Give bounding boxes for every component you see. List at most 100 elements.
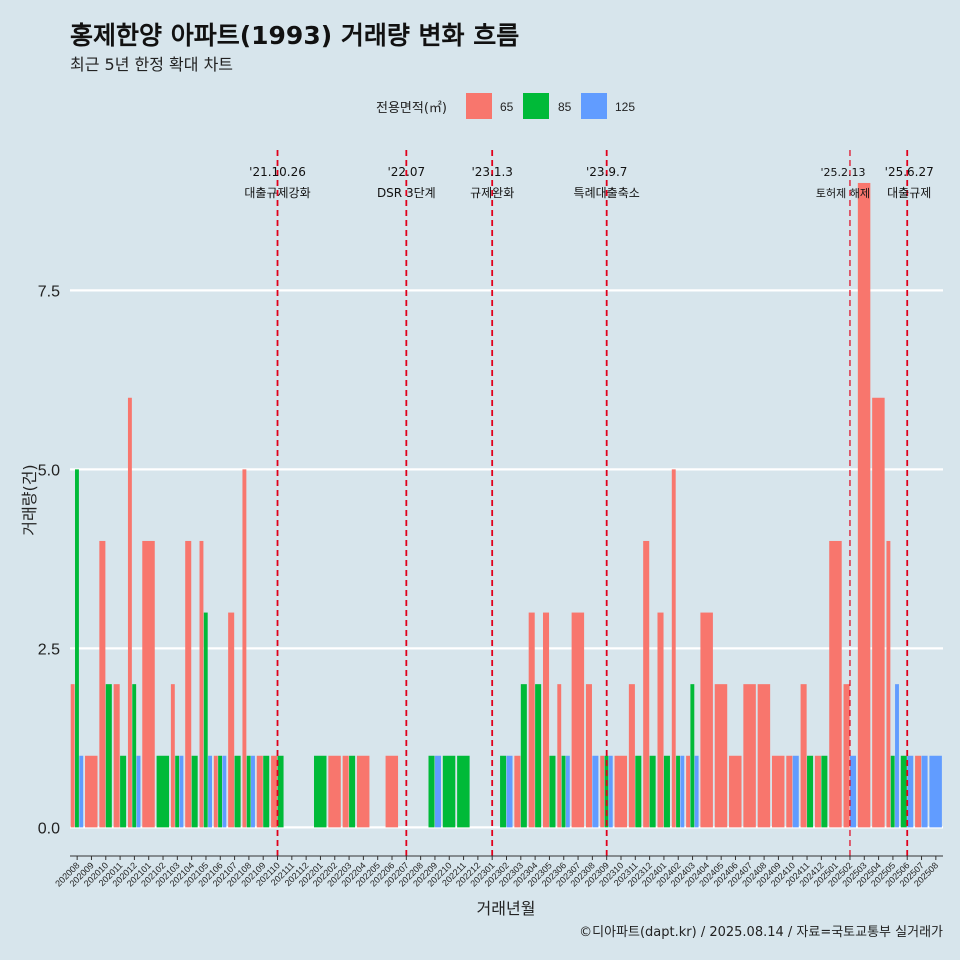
bar-85-202104 [191, 755, 198, 828]
bar-65-202008 [70, 684, 75, 828]
bar-65-202401 [657, 612, 664, 828]
legend-label-85: 85 [558, 100, 572, 114]
bar-125-202302 [506, 755, 513, 828]
bar-125-202103 [179, 755, 184, 828]
event-label-202301: 규제완화 [470, 186, 514, 200]
bar-65-202105 [199, 540, 204, 828]
chart-title: 홍제한양 아파트(1993) 거래량 변화 흐름 [70, 21, 519, 50]
bar-85-202506 [900, 755, 907, 828]
bar-125-202108 [251, 755, 255, 828]
bar-125-202012 [136, 755, 141, 828]
event-label-202207: DSR 3단계 [377, 186, 436, 200]
event-date-202309: '23.9.7 [586, 165, 627, 179]
event-date-202506: '25.6.27 [885, 165, 934, 179]
bar-125-202008 [79, 755, 84, 828]
bar-65-202403 [686, 755, 691, 828]
bar-125-202502 [849, 755, 857, 828]
bar-85-202210 [442, 755, 456, 828]
bar-85-202102 [156, 755, 170, 828]
bar-65-202409 [771, 755, 785, 828]
bar-85-202302 [500, 755, 507, 828]
bar-65-202104 [185, 540, 192, 828]
chart-caption: ©디아파트(dapt.kr) / 2025.08.14 / 자료=국토교통부 실… [579, 925, 943, 940]
bar-85-202403 [690, 684, 695, 828]
bar-65-202009 [85, 755, 98, 828]
event-markers: '21.10.26 대출규제강화 '22.07 DSR 3단계 '23.1.3 규제완화 '… [244, 150, 934, 856]
bar-85-202109 [263, 755, 270, 828]
bar-65-202310 [614, 755, 628, 828]
bar-85-202201 [314, 755, 327, 828]
y-tick-label: 0.0 [38, 820, 60, 837]
bar-85-202303 [520, 684, 527, 828]
bar-85-202401 [663, 755, 670, 828]
bar-85-202103 [175, 755, 180, 828]
bar-125-202106 [222, 755, 227, 828]
bar-65-202103 [170, 684, 175, 828]
bar-85-202110 [277, 755, 284, 828]
bar-65-202202 [328, 755, 341, 828]
bar-65-202404 [700, 612, 713, 828]
event-label-202502: 토허제 해제 [816, 186, 870, 200]
bar-85-202105 [203, 612, 208, 828]
chart-subtitle: 최근 5년 한정 확대 차트 [70, 55, 233, 74]
bar-85-202412 [821, 755, 828, 828]
y-axis-title: 거래량(건) [20, 464, 39, 535]
bar-65-202101 [142, 540, 155, 828]
bar-85-202203 [349, 755, 356, 828]
event-label-202506: 대출규제 [887, 186, 931, 200]
bar-65-202012 [127, 397, 132, 828]
bar-125-202209 [434, 755, 441, 828]
bar-65-202407 [743, 684, 756, 828]
bar-85-202305 [549, 755, 556, 828]
bar-125-202410 [792, 755, 799, 828]
legend-swatch-125 [581, 93, 607, 119]
bar-65-202303 [514, 755, 521, 828]
bar-65-202408 [757, 684, 771, 828]
bars [70, 182, 942, 828]
bar-65-202504 [872, 397, 885, 828]
bar-65-202501 [829, 540, 842, 828]
bar-65-202304 [528, 612, 535, 828]
bar-85-202306 [561, 755, 566, 828]
bar-85-202106 [218, 755, 223, 828]
bar-65-202503 [857, 182, 871, 828]
bar-65-202206 [385, 755, 399, 828]
bar-125-202105 [208, 755, 212, 828]
event-label-202110: 대출규제강화 [244, 186, 310, 200]
bar-85-202311 [635, 755, 642, 828]
bar-65-202308 [585, 684, 592, 828]
bar-65-202305 [542, 612, 550, 828]
bar-125-202309 [608, 755, 613, 828]
bar-65-202107 [228, 612, 235, 828]
bar-65-202411 [800, 684, 807, 828]
bar-85-202505 [890, 755, 895, 828]
bar-65-202204 [356, 755, 370, 828]
bar-85-202411 [807, 755, 814, 828]
y-tick-label: 7.5 [38, 283, 60, 300]
event-label-202309: 특례대출축소 [574, 186, 640, 200]
bar-65-202311 [628, 684, 635, 828]
bar-65-202309 [600, 755, 605, 828]
bar-65-202108 [242, 469, 247, 828]
bar-65-202505 [886, 540, 891, 828]
bar-85-202312 [649, 755, 656, 828]
bar-65-202306 [557, 684, 562, 828]
legend: 전용면적(㎡) 65 85 125 [376, 93, 635, 119]
bar-125-202308 [592, 755, 599, 828]
x-axis-title: 거래년월 [477, 899, 536, 918]
legend-label-125: 125 [615, 100, 635, 114]
bar-125-202306 [565, 755, 570, 828]
bar-65-202502 [843, 684, 850, 828]
bar-65-202410 [786, 755, 793, 828]
bar-65-202507 [915, 755, 922, 828]
bar-125-202506 [907, 755, 914, 828]
bar-65-202011 [113, 684, 120, 828]
bar-85-202211 [457, 755, 470, 828]
bar-85-202008 [75, 469, 79, 828]
y-axis-ticks: 0.0 2.5 5.0 7.5 [38, 283, 60, 837]
bar-85-202209 [428, 755, 435, 828]
bar-65-202412 [814, 755, 821, 828]
bar-125-202508 [929, 755, 942, 828]
bar-65-202110 [271, 755, 278, 828]
bar-65-202312 [643, 540, 650, 828]
